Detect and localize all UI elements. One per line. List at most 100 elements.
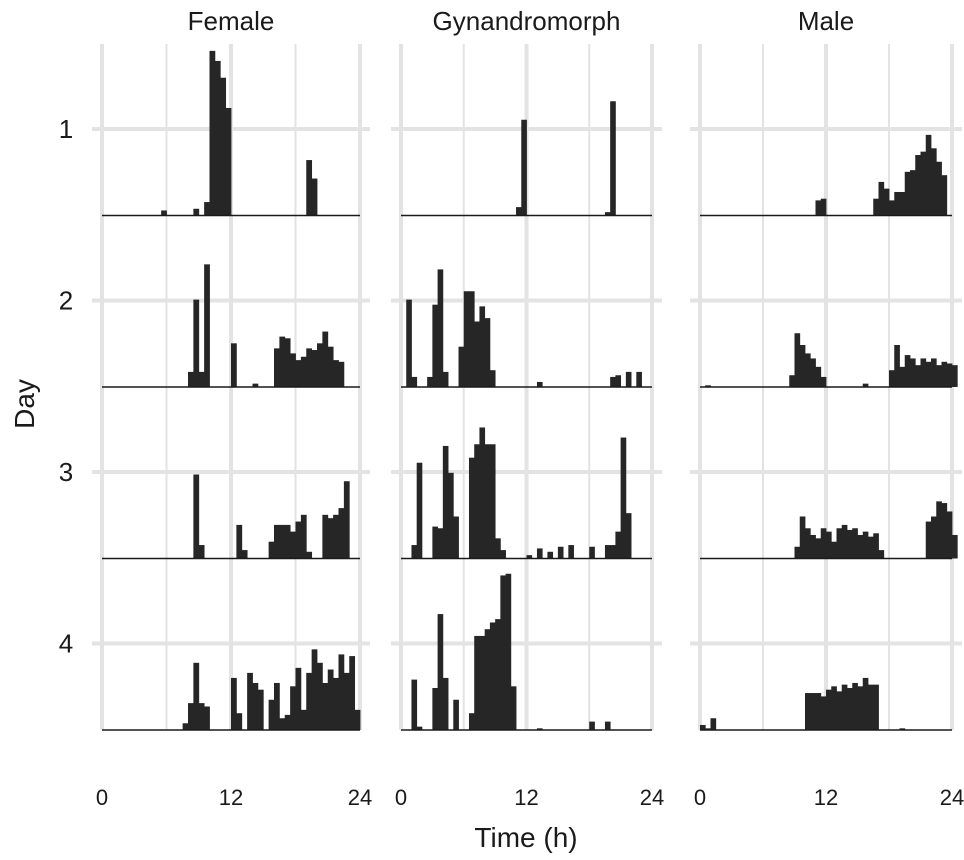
activity-bar (700, 724, 706, 730)
activity-bar (820, 528, 827, 559)
activity-bar (411, 679, 418, 730)
x-tick-label: 12 (514, 785, 538, 810)
x-tick-label: 12 (814, 785, 838, 810)
activity-bar (306, 672, 313, 730)
activity-bar (841, 684, 848, 730)
activity-bar (198, 371, 205, 387)
activity-bar (536, 728, 543, 730)
activity-bar (899, 728, 906, 730)
activity-bar (521, 119, 527, 216)
baseline-layer (102, 214, 952, 731)
activity-bar (910, 358, 916, 387)
activity-bar (547, 551, 554, 559)
activity-bar (705, 728, 711, 730)
activity-bar (799, 345, 806, 387)
activity-bar (489, 622, 496, 730)
activity-bar (432, 688, 439, 730)
activity-bar (805, 353, 811, 387)
x-tick-label: 0 (395, 785, 407, 810)
activity-bar (453, 516, 459, 559)
activity-bar (290, 686, 296, 730)
activity-bar (343, 672, 350, 730)
activity-bar (274, 524, 280, 559)
activity-bar (411, 545, 418, 559)
row-label: 3 (59, 457, 73, 487)
activity-bar (463, 291, 470, 387)
activity-bar (862, 383, 869, 387)
activity-bar (636, 371, 642, 387)
activity-bar (193, 662, 200, 730)
activity-bar (468, 713, 475, 730)
x-tick-label: 24 (940, 785, 964, 810)
activity-bar (290, 531, 296, 559)
activity-bar (815, 538, 822, 559)
activity-bar (432, 526, 439, 559)
activity-bar (442, 677, 449, 730)
activity-bar (904, 355, 911, 387)
activity-bar (322, 331, 329, 387)
activity-bar (204, 264, 210, 387)
activity-bar (526, 555, 533, 559)
activity-bar (941, 175, 948, 216)
activity-bar (620, 437, 627, 559)
panel-title: Female (188, 6, 275, 36)
activity-bar (868, 536, 874, 559)
activity-bar (333, 514, 339, 559)
y-axis-title: Day (9, 379, 40, 429)
activity-bar (252, 383, 259, 387)
activity-bar (936, 161, 942, 216)
activity-bar (311, 350, 318, 387)
activity-bar (500, 575, 506, 730)
activity-bar (188, 703, 194, 730)
activity-bar (889, 200, 895, 216)
activity-bar (442, 445, 449, 559)
activity-bar (799, 516, 806, 559)
activity-bar (557, 546, 564, 559)
activity-bar (432, 304, 439, 387)
activity-bar (836, 691, 843, 730)
activity-bar (338, 508, 345, 559)
activity-bar (290, 353, 296, 387)
activity-bar (510, 686, 517, 730)
activity-bar (193, 208, 200, 216)
activity-bar (411, 376, 418, 387)
activity-bar (448, 472, 454, 559)
activity-bar (831, 686, 837, 730)
activity-bar (568, 545, 574, 559)
x-tick-label: 0 (694, 785, 706, 810)
activity-bar (500, 550, 506, 559)
activity-bar (925, 361, 932, 387)
activity-bar (625, 513, 632, 559)
activity-bar (610, 376, 616, 387)
activity-bar (333, 360, 339, 387)
activity-bar (279, 718, 286, 730)
activity-bar (810, 693, 816, 730)
activity-bar (349, 656, 356, 730)
activity-bar (220, 77, 227, 216)
activity-bar (442, 371, 449, 387)
panel-title: Gynandromorph (433, 6, 621, 36)
activity-bar (333, 677, 339, 730)
activity-bar (931, 358, 937, 387)
activity-bar (615, 531, 622, 559)
activity-bar (204, 202, 210, 216)
activity-bar (873, 684, 879, 730)
activity-bar (815, 366, 822, 387)
activity-bar (416, 462, 423, 559)
activity-bar (847, 688, 853, 730)
activity-bar (589, 546, 595, 559)
activity-bar (406, 299, 412, 387)
activity-bar (899, 191, 906, 216)
activity-bar (873, 198, 879, 216)
activity-bar (284, 714, 291, 730)
activity-bar (343, 481, 350, 559)
activity-bar (295, 360, 302, 387)
activity-bar (931, 148, 937, 216)
activity-bar (495, 619, 501, 730)
activity-bar (338, 654, 345, 730)
activity-bar (306, 348, 313, 387)
activity-bar (474, 444, 480, 559)
activity-bar (857, 534, 864, 559)
activity-bar (300, 709, 307, 730)
